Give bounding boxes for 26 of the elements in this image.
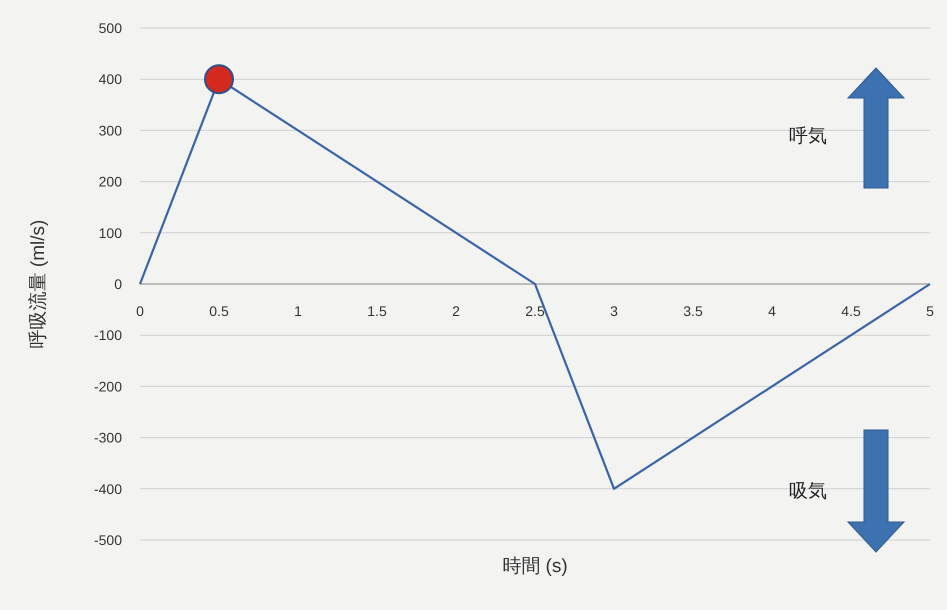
x-tick-label: 4.5 — [841, 303, 861, 319]
x-tick-label: 4 — [768, 303, 776, 319]
x-tick-label: 0 — [136, 303, 144, 319]
x-tick-label: 2 — [452, 303, 460, 319]
y-tick-label: -500 — [94, 532, 122, 548]
y-tick-label: -400 — [94, 480, 122, 497]
y-tick-label: 300 — [98, 122, 122, 138]
x-axis-title: 時間 (s) — [502, 556, 568, 577]
y-tick-label: 0 — [114, 276, 122, 292]
x-tick-label: 2.5 — [525, 303, 545, 319]
y-tick-label: -300 — [94, 430, 122, 446]
annotation: 呼気 — [789, 126, 827, 147]
x-tick-label: 3 — [610, 303, 618, 319]
x-tick-label: 0.5 — [209, 303, 229, 319]
y-axis-title: 呼吸流量 (ml/s) — [27, 220, 49, 348]
x-tick-label: 1.5 — [367, 303, 387, 319]
y-tick-label: -200 — [94, 378, 122, 394]
annotation: 吸気 — [789, 481, 827, 502]
y-tick-label: 100 — [98, 224, 122, 241]
y-tick-label: 400 — [98, 71, 122, 88]
x-tick-label: 5 — [926, 303, 934, 319]
y-tick-label: 500 — [98, 20, 122, 36]
x-tick-label: 1 — [294, 303, 302, 319]
x-tick-label: 3.5 — [683, 303, 703, 319]
y-tick-label: 200 — [98, 174, 122, 190]
y-tick-label: -100 — [94, 327, 122, 344]
